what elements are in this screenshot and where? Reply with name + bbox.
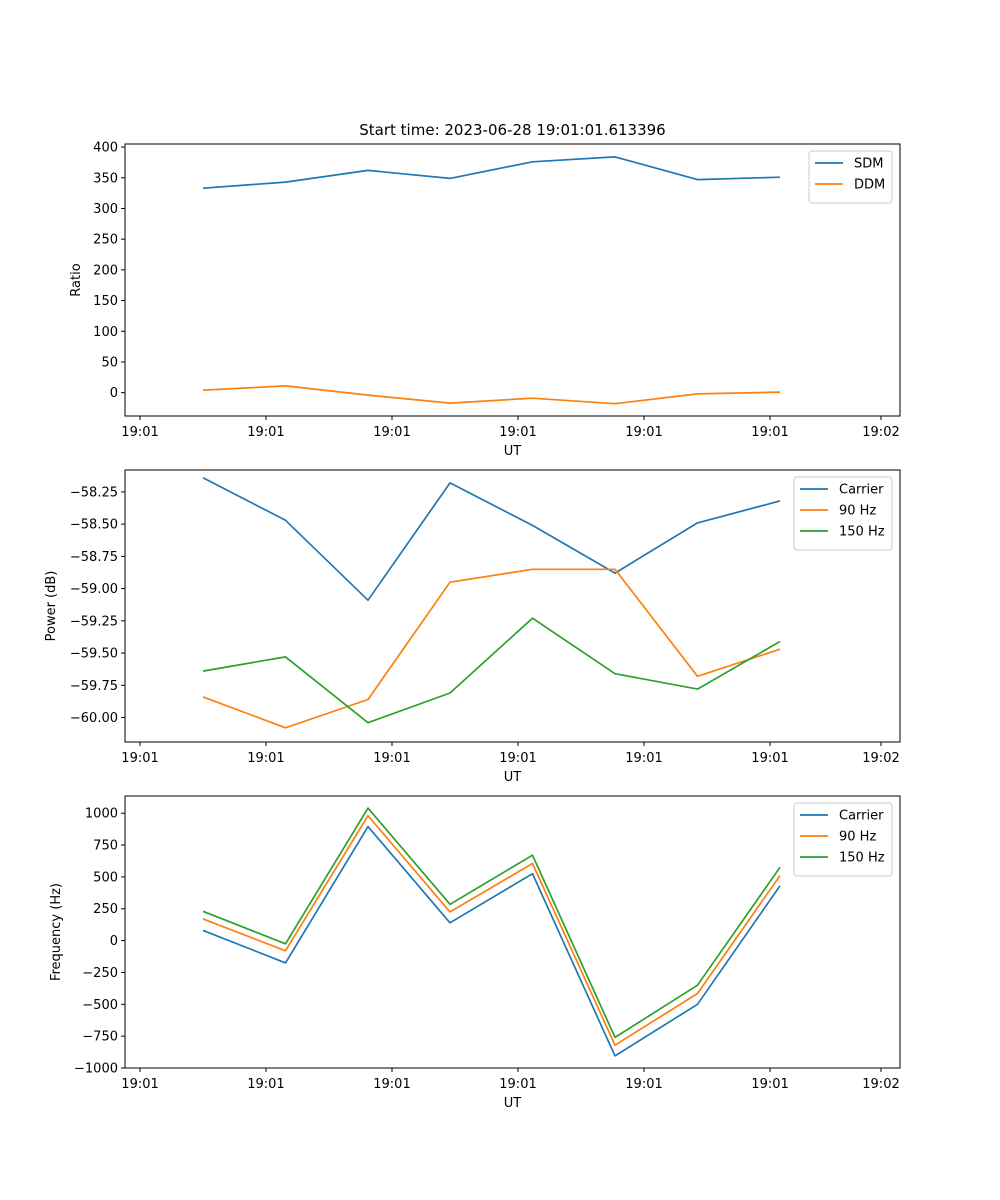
x-axis-label: UT (504, 770, 522, 785)
x-tick-label: 19:01 (121, 425, 158, 440)
x-tick-label: 19:02 (862, 1077, 899, 1092)
x-tick-label: 19:01 (751, 751, 788, 766)
y-tick-label: 50 (101, 355, 118, 370)
x-tick-label: 19:02 (862, 425, 899, 440)
y-tick-label: −1000 (74, 1062, 118, 1077)
x-tick-label: 19:01 (247, 425, 284, 440)
chart-panel: −1000 −750 −500 −250 0 250 500 750 1000 19:01 19:0… (49, 795, 901, 1111)
x-tick-label: 19:01 (121, 1077, 158, 1092)
series-line-90-hz (202, 568, 781, 729)
legend-label: 90 Hz (839, 504, 876, 519)
x-tick-label: 19:01 (625, 425, 662, 440)
legend-label: SDM (854, 157, 883, 172)
axes-frame (124, 143, 901, 417)
x-tick-label: 19:01 (625, 751, 662, 766)
chart-panel: 0 50 100 150 200 250 300 350 400 19:01 19:01 19:01 1… (69, 141, 901, 459)
y-tick-label: 250 (93, 233, 118, 248)
x-tick-label: 19:01 (121, 751, 158, 766)
legend-label: DDM (854, 178, 885, 193)
x-tick-label: 19:01 (751, 1077, 788, 1092)
legend-label: 150 Hz (839, 851, 885, 866)
axes-frame (124, 469, 901, 743)
y-axis-label: Frequency (Hz) (49, 883, 64, 981)
y-tick-label: −59.25 (70, 614, 118, 629)
x-axis-label: UT (504, 444, 522, 459)
x-tick-label: 19:01 (247, 1077, 284, 1092)
y-axis-label: Power (dB) (44, 571, 59, 642)
legend: Carrier 90 Hz 150 Hz (793, 476, 893, 551)
x-tick-label: 19:01 (499, 1077, 536, 1092)
x-tick-label: 19:01 (751, 425, 788, 440)
y-tick-label: 0 (110, 386, 118, 401)
x-tick-label: 19:01 (625, 1077, 662, 1092)
y-tick-label: −59.75 (70, 679, 118, 694)
axes-frame (124, 795, 901, 1069)
y-tick-label: −60.00 (70, 711, 118, 726)
legend-box (808, 150, 893, 204)
y-tick-label: 750 (93, 839, 118, 854)
x-tick-label: 19:01 (499, 751, 536, 766)
chart-panel: −60.00 −59.75 −59.50 −59.25 −59.00 −58.75 −58.… (44, 469, 901, 785)
y-tick-label: −58.75 (70, 550, 118, 565)
series-line-150-hz (202, 807, 781, 1039)
y-tick-label: −500 (82, 998, 118, 1013)
y-tick-label: 100 (93, 325, 118, 340)
y-tick-label: 400 (93, 141, 118, 156)
y-tick-label: 500 (93, 870, 118, 885)
legend: SDM DDM (808, 150, 893, 204)
figure-title: Start time: 2023-06-28 19:01:01.613396 (359, 121, 665, 139)
y-tick-label: 350 (93, 171, 118, 186)
series-line-sdm (202, 156, 781, 190)
y-tick-label: −58.25 (70, 485, 118, 500)
legend-label: 90 Hz (839, 830, 876, 845)
y-tick-label: −750 (82, 1030, 118, 1045)
y-tick-label: 250 (93, 902, 118, 917)
y-tick-label: 300 (93, 202, 118, 217)
y-tick-label: −59.00 (70, 582, 118, 597)
legend-label: Carrier (839, 483, 884, 498)
y-tick-label: −58.50 (70, 518, 118, 533)
x-tick-label: 19:01 (499, 425, 536, 440)
x-tick-label: 19:01 (373, 751, 410, 766)
y-tick-label: 200 (93, 263, 118, 278)
y-axis-label: Ratio (69, 263, 84, 296)
y-tick-label: 1000 (85, 807, 118, 822)
y-tick-label: 150 (93, 294, 118, 309)
legend-label: Carrier (839, 809, 884, 824)
y-tick-label: −59.50 (70, 647, 118, 662)
legend: Carrier 90 Hz 150 Hz (793, 802, 893, 877)
x-tick-label: 19:01 (373, 1077, 410, 1092)
series-line-carrier (202, 825, 781, 1057)
series-line-carrier (202, 476, 781, 602)
series-line-90-hz (202, 814, 781, 1046)
panels: 0 50 100 150 200 250 300 350 400 19:01 19:01 19:01 1… (44, 141, 901, 1111)
x-tick-label: 19:01 (247, 751, 284, 766)
series-line-ddm (202, 385, 781, 405)
y-tick-label: 0 (110, 934, 118, 949)
series-line-150-hz (202, 617, 781, 724)
y-tick-label: −250 (82, 966, 118, 981)
legend-label: 150 Hz (839, 525, 885, 540)
x-tick-label: 19:02 (862, 751, 899, 766)
x-axis-label: UT (504, 1096, 522, 1111)
x-tick-label: 19:01 (373, 425, 410, 440)
